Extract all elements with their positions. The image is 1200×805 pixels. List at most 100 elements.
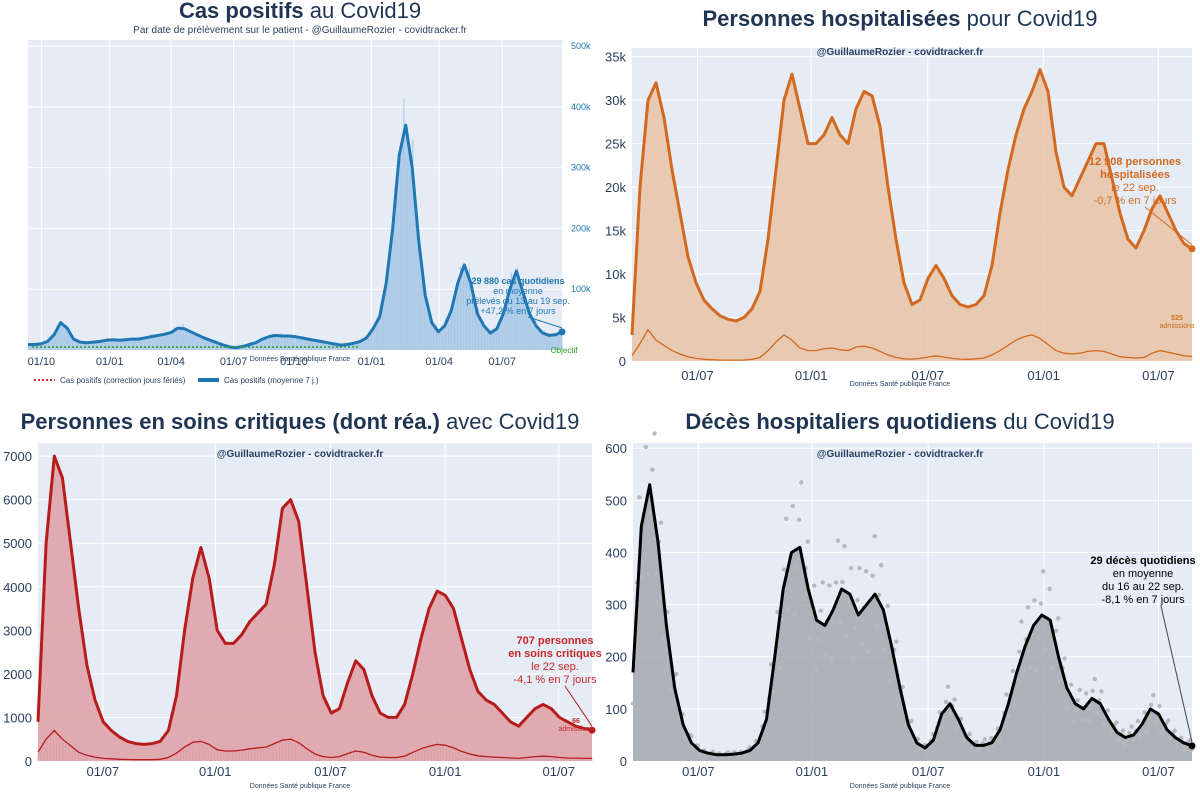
deaths-point [820, 580, 826, 585]
deaths-point [822, 652, 828, 657]
deaths-point [1077, 687, 1083, 692]
deaths-point [1159, 730, 1165, 735]
deaths-point [794, 565, 800, 570]
deaths-point [814, 667, 819, 672]
deaths-y-tick-label: 0 [620, 754, 627, 769]
deaths-point [1025, 605, 1031, 610]
rea-y-tick-label: 2000 [3, 667, 32, 682]
deaths-annotation-arrow [1160, 605, 1193, 742]
deaths-point [784, 516, 789, 521]
rea-chart: 0 1000 2000 3000 4000 5000 6000 7000 01/07 01/01 0… [3, 409, 602, 790]
deaths-point [792, 612, 798, 618]
deaths-point [1122, 742, 1128, 747]
deaths-point [1127, 730, 1132, 736]
deaths-point [1086, 718, 1091, 723]
deaths-point [1021, 668, 1026, 673]
deaths-point [952, 697, 957, 702]
rea-y-tick-label: 3000 [3, 623, 32, 638]
deaths-point [976, 748, 981, 753]
deaths-point [1144, 729, 1149, 734]
deaths-point [1058, 678, 1063, 683]
deaths-point [1088, 703, 1093, 708]
cases-y-tick-label: 300k [571, 163, 591, 173]
deaths-point [1107, 733, 1113, 738]
deaths-point [1062, 656, 1067, 661]
deaths-point [1101, 721, 1106, 726]
deaths-point [1019, 619, 1024, 624]
cases-annotation-line: en moyenne [493, 286, 543, 296]
deaths-point [1034, 668, 1039, 673]
deaths-point [1135, 718, 1141, 724]
deaths-point [889, 660, 895, 666]
deaths-point [945, 684, 951, 689]
deaths-subtitle: @GuillaumeRozier - covidtracker.fr [817, 449, 984, 460]
deaths-point [868, 611, 873, 617]
rea-annotation-line: en soins critiques [508, 648, 602, 660]
deaths-title: Décès hospitaliers quotidiens du Covid19 [685, 409, 1114, 434]
rea-y-tick-label: 1000 [3, 710, 32, 725]
rea-source: Données Santé publique France [250, 783, 351, 790]
deaths-point [850, 655, 856, 660]
deaths-point [874, 624, 880, 629]
deaths-point [879, 563, 884, 568]
hosp-admissions-line [631, 328, 1193, 361]
deaths-point [894, 639, 899, 644]
deaths-point [1036, 635, 1042, 640]
deaths-point [1181, 746, 1186, 752]
rea-admissions-label: admissions [558, 726, 594, 733]
deaths-point [1099, 689, 1104, 694]
cases-annotation-line: prélevés du 13 au 19 sep. [466, 296, 570, 306]
deaths-point [1120, 728, 1126, 733]
rea-title-bold: Personnes en soins critiques (dont réa.) [21, 409, 440, 434]
rea-last-point [588, 726, 596, 734]
deaths-point [756, 746, 761, 751]
deaths-point [807, 636, 813, 642]
hosp-y-tick-label: 15k [605, 224, 626, 239]
rea-y-tick-label: 4000 [3, 580, 32, 595]
deaths-series-line [631, 483, 1193, 757]
hosp-annotation-line: -0,7 % en 7 jours [1093, 195, 1177, 207]
cases-x-tick-label: 01/07 [488, 356, 516, 368]
hosp-y-tick-label: 10k [605, 267, 626, 282]
deaths-point [1056, 616, 1061, 621]
hosp-y-tick-label: 20k [605, 180, 626, 195]
hosp-x-tick-label: 01/01 [795, 368, 828, 383]
deaths-point [643, 444, 649, 450]
rea-area-fill [38, 456, 592, 761]
deaths-point [1153, 720, 1158, 725]
deaths-point [1017, 649, 1022, 654]
cases-chart: Objectif 100k 200k 300k 400k 500k 01/10 01/01 01… [27, 0, 591, 385]
hosp-title-bold: Personnes hospitalisées [703, 6, 961, 31]
cases-x-tick-label: 01/10 [28, 356, 56, 368]
deaths-point [781, 567, 787, 572]
cases-y-tick-label: 200k [571, 223, 591, 233]
deaths-x-tick-label: 01/07 [682, 764, 715, 779]
deaths-point [1092, 676, 1098, 682]
deaths-x-tick-label: 01/07 [912, 764, 945, 779]
deaths-point [939, 726, 944, 731]
deaths-point [786, 606, 791, 611]
deaths-point [801, 597, 806, 602]
rea-title-rest: avec Covid19 [440, 409, 579, 434]
deaths-point [1129, 724, 1134, 729]
deaths-point [1084, 691, 1089, 696]
rea-annotation-line: 707 personnes [516, 635, 593, 647]
deaths-point [1172, 728, 1177, 733]
deaths-point [816, 637, 821, 642]
deaths-point [1148, 702, 1154, 707]
deaths-point [991, 743, 996, 748]
deaths-point [777, 665, 782, 670]
deaths-point [863, 569, 869, 574]
cases-annotation-line: 29 880 cas quotidiens [471, 276, 564, 286]
deaths-point [661, 635, 666, 640]
deaths-annotation-line: en moyenne [1113, 568, 1174, 580]
deaths-point [1071, 719, 1076, 724]
deaths-point [870, 573, 875, 578]
hosp-y-tick-label: 5k [612, 311, 626, 326]
deaths-point [1075, 698, 1080, 703]
deaths-point [1105, 708, 1111, 713]
deaths-point [853, 625, 858, 630]
cases-y-tick-label: 400k [571, 102, 591, 112]
